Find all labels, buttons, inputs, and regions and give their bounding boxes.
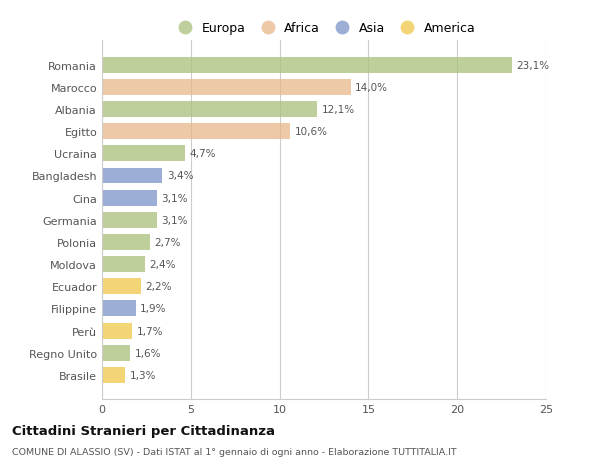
- Bar: [102, 80, 350, 95]
- Text: 23,1%: 23,1%: [517, 61, 550, 71]
- Text: Cittadini Stranieri per Cittadinanza: Cittadini Stranieri per Cittadinanza: [12, 425, 275, 437]
- Bar: [102, 213, 157, 228]
- Bar: [102, 367, 125, 383]
- Bar: [102, 301, 136, 317]
- Text: 3,1%: 3,1%: [161, 193, 188, 203]
- Bar: [102, 124, 290, 140]
- Text: 3,1%: 3,1%: [161, 215, 188, 225]
- Bar: [102, 190, 157, 206]
- Bar: [102, 168, 163, 184]
- Text: 4,7%: 4,7%: [190, 149, 217, 159]
- Text: 3,4%: 3,4%: [167, 171, 193, 181]
- Text: 1,6%: 1,6%: [135, 348, 161, 358]
- Text: 1,3%: 1,3%: [130, 370, 156, 380]
- Text: 2,4%: 2,4%: [149, 259, 176, 269]
- Bar: [102, 323, 132, 339]
- Text: 2,7%: 2,7%: [154, 237, 181, 247]
- Text: 10,6%: 10,6%: [295, 127, 328, 137]
- Bar: [102, 235, 150, 251]
- Text: 2,2%: 2,2%: [146, 282, 172, 291]
- Text: 12,1%: 12,1%: [322, 105, 355, 115]
- Text: COMUNE DI ALASSIO (SV) - Dati ISTAT al 1° gennaio di ogni anno - Elaborazione TU: COMUNE DI ALASSIO (SV) - Dati ISTAT al 1…: [12, 448, 457, 457]
- Text: 14,0%: 14,0%: [355, 83, 388, 93]
- Bar: [102, 146, 185, 162]
- Bar: [102, 345, 130, 361]
- Bar: [102, 279, 141, 295]
- Bar: [102, 102, 317, 118]
- Text: 1,9%: 1,9%: [140, 304, 167, 314]
- Bar: [102, 257, 145, 273]
- Bar: [102, 57, 512, 73]
- Text: 1,7%: 1,7%: [137, 326, 163, 336]
- Legend: Europa, Africa, Asia, America: Europa, Africa, Asia, America: [167, 17, 481, 40]
